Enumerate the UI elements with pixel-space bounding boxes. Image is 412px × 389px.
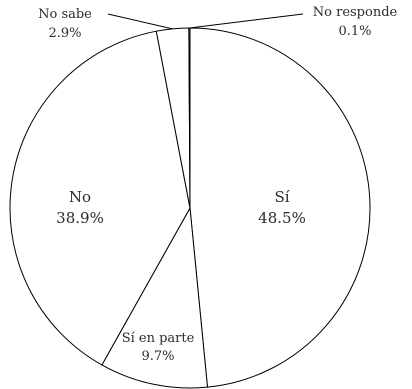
pie-slice-no xyxy=(9,30,191,366)
slice-value-si: 48.5% xyxy=(258,209,306,227)
slice-value-no-responde: 0.1% xyxy=(338,24,371,39)
slice-value-no-sabe: 2.9% xyxy=(48,26,81,41)
pie-slice-si xyxy=(189,27,371,388)
pie-slice-si-en-parte xyxy=(101,206,209,389)
slice-value-no: 38.9% xyxy=(56,209,104,227)
slice-label-si-en-parte: Sí en parte xyxy=(122,331,195,346)
slice-label-no-responde: No responde xyxy=(313,5,398,20)
slice-label-si: Sí xyxy=(274,188,289,206)
pie-slices xyxy=(9,27,371,389)
slice-label-no: No xyxy=(69,188,91,206)
slice-label-no-sabe: No sabe xyxy=(38,7,92,22)
leader-line-no-responde xyxy=(189,13,304,29)
leader-lines xyxy=(107,13,304,30)
leader-line-no-sabe xyxy=(107,13,173,30)
slice-value-si-en-parte: 9.7% xyxy=(141,349,174,364)
